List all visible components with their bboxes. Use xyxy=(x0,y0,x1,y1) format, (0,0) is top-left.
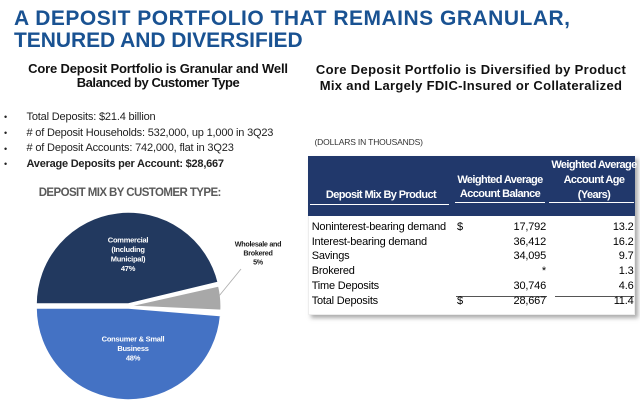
svg-text:Commercial: Commercial xyxy=(108,236,149,245)
svg-text:48%: 48% xyxy=(126,354,141,363)
svg-text:Business: Business xyxy=(117,344,148,353)
svg-text:Brokered: Brokered xyxy=(243,249,272,258)
svg-text:Consumer & Small: Consumer & Small xyxy=(102,335,165,344)
svg-text:Wholesale and: Wholesale and xyxy=(235,240,281,249)
svg-text:5%: 5% xyxy=(253,258,264,267)
svg-text:(Including: (Including xyxy=(111,245,145,254)
svg-text:47%: 47% xyxy=(121,264,136,273)
svg-text:Municipal): Municipal) xyxy=(111,255,146,264)
